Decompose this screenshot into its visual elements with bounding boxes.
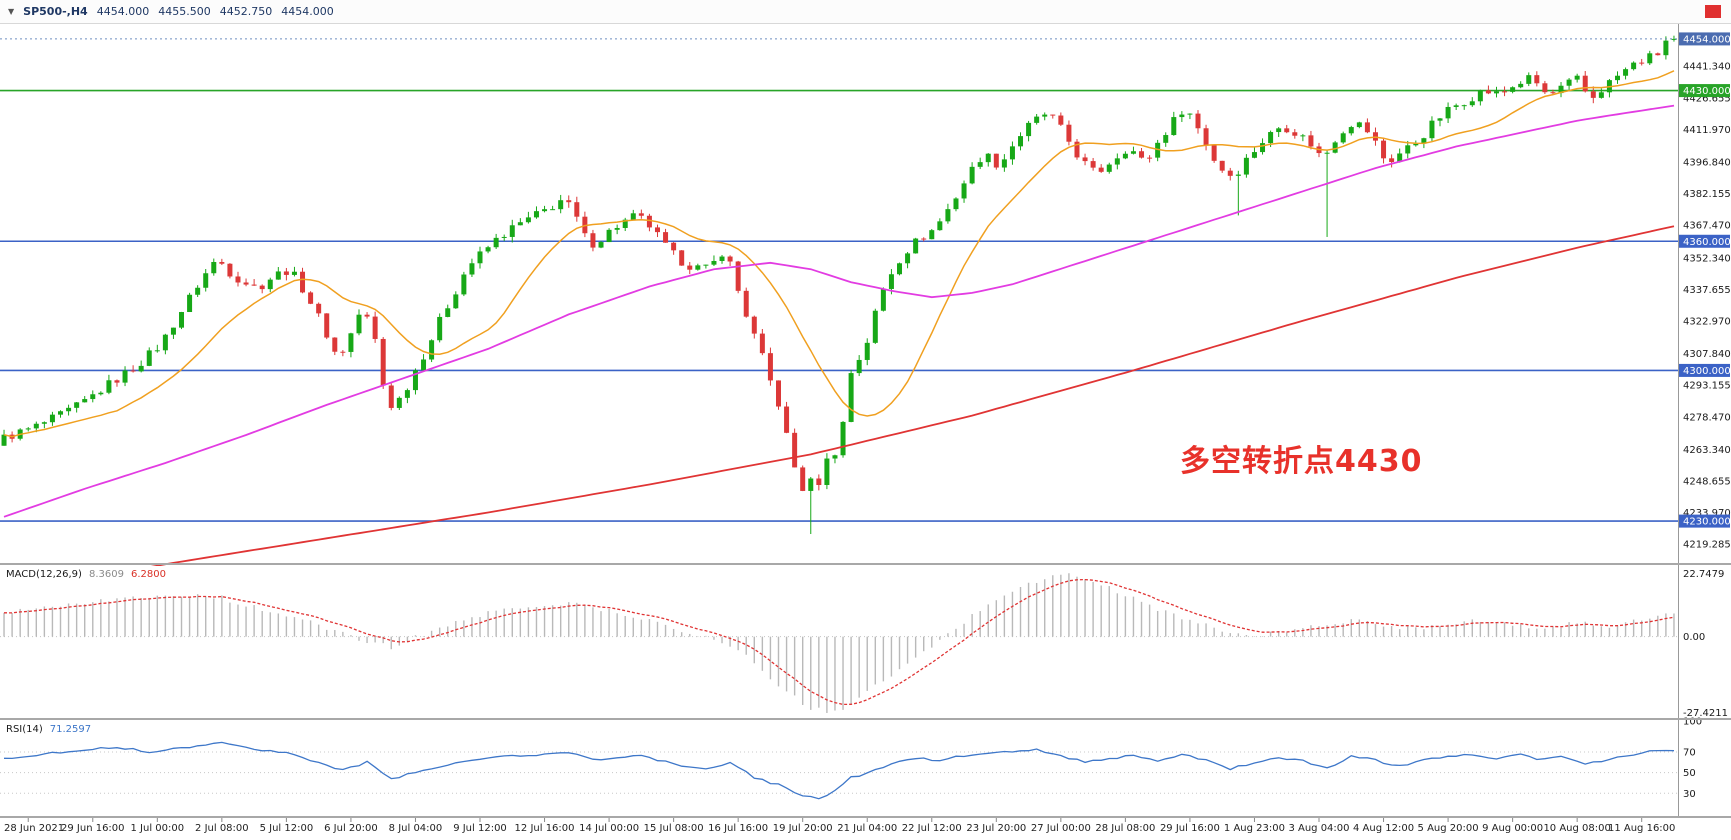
rsi-line: [3, 741, 1675, 800]
price-axis[interactable]: 4441.340 4426.655 4411.970 4396.840 4382.155…: [1678, 22, 1731, 818]
macd-indicator-label: MACD(12,26,9) 8.3609 6.2800: [6, 569, 166, 580]
price-axis-label: 4293.155: [1683, 381, 1731, 392]
rsi-value: 71.2597: [49, 724, 92, 735]
candles: [1, 35, 1677, 535]
time-axis-label: 15 Jul 08:00: [644, 823, 704, 834]
time-axis-label: 19 Jul 20:00: [773, 823, 833, 834]
macd-panel: [0, 573, 1678, 713]
price-tag-4230.000: 4230.000: [1679, 514, 1731, 528]
time-axis-label: 9 Aug 00:00: [1482, 823, 1543, 834]
price-tag-4300.000: 4300.000: [1679, 363, 1731, 377]
time-axis-label: 21 Jul 04:00: [837, 823, 897, 834]
macd-axis-label: 22.7479: [1683, 569, 1724, 580]
chart-annotation-text[interactable]: 多空转折点4430: [1180, 444, 1423, 479]
price-axis-label: 4248.655: [1683, 476, 1731, 487]
ma-slow-line: [150, 225, 1675, 566]
price-axis-label: 4322.970: [1683, 316, 1731, 327]
svg-text:4300.000: 4300.000: [1683, 366, 1731, 377]
rsi-axis-label: 30: [1683, 789, 1696, 800]
price-axis-label: 4307.840: [1683, 349, 1731, 360]
time-axis-label: 22 Jul 12:00: [902, 823, 962, 834]
price-axis-label: 4337.655: [1683, 285, 1731, 296]
price-axis-label: 4411.970: [1683, 125, 1731, 136]
time-axis-label: 29 Jul 16:00: [1160, 823, 1220, 834]
symbol-timeframe-title: SP500-,H4: [23, 5, 88, 18]
svg-text:4430.000: 4430.000: [1683, 86, 1731, 97]
rsi-axis-label: 100: [1683, 717, 1702, 728]
macd-axis-label: -27.4211: [1683, 708, 1728, 719]
price-axis-label: 4367.470: [1683, 221, 1731, 232]
svg-text:4360.000: 4360.000: [1683, 237, 1731, 248]
time-axis-label: 5 Aug 20:00: [1418, 823, 1479, 834]
rsi-axis-label: 50: [1683, 768, 1696, 779]
time-axis-label: 28 Jul 08:00: [1095, 823, 1155, 834]
main-chart-panel[interactable]: [0, 35, 1678, 595]
rsi-indicator-label: RSI(14) 71.2597: [6, 724, 91, 735]
ma-mid-line: [3, 104, 1675, 518]
price-axis-label: 4263.340: [1683, 445, 1731, 456]
price-axis-label: 4441.340: [1683, 62, 1731, 73]
time-axis-label: 5 Jul 12:00: [260, 823, 314, 834]
time-axis-label: 14 Jul 00:00: [579, 823, 639, 834]
macd-axis-label: 0.00: [1683, 632, 1705, 643]
price-tag-4430.000: 4430.000: [1679, 84, 1731, 98]
time-axis-label: 27 Jul 00:00: [1031, 823, 1091, 834]
rsi-name: RSI(14): [6, 724, 43, 735]
time-axis-label: 11 Aug 16:00: [1608, 823, 1675, 834]
time-axis-label: 4 Aug 12:00: [1353, 823, 1414, 834]
time-axis-label: 8 Jul 04:00: [389, 823, 443, 834]
price-axis-label: 4382.155: [1683, 189, 1731, 200]
macd-name: MACD(12,26,9): [6, 569, 82, 580]
ohlc-close-value: 4454.000: [281, 5, 334, 18]
macd-signal-value: 6.2800: [130, 569, 166, 580]
time-axis-label: 28 Jun 2021: [4, 823, 64, 834]
ohlc-low-value: 4452.750: [219, 5, 273, 18]
header-red-badge-icon[interactable]: [1705, 5, 1721, 18]
ohlc-open-value: 4454.000: [96, 5, 150, 18]
rsi-axis-label: 70: [1683, 747, 1696, 758]
ma-fast-line: [3, 70, 1675, 438]
price-axis-label: 4278.470: [1683, 412, 1731, 423]
time-axis-label: 6 Jul 20:00: [324, 823, 378, 834]
svg-text:4454.000: 4454.000: [1683, 34, 1731, 45]
price-tag-4360.000: 4360.000: [1679, 234, 1731, 248]
svg-text:4230.000: 4230.000: [1683, 517, 1731, 528]
window-menu-icon[interactable]: ▼: [8, 7, 15, 16]
macd-main-value: 8.3609: [88, 569, 124, 580]
time-axis-label: 1 Aug 23:00: [1224, 823, 1285, 834]
price-axis-label: 4396.840: [1683, 157, 1731, 168]
time-axis-label: 10 Aug 08:00: [1543, 823, 1610, 834]
rsi-panel: [0, 741, 1678, 800]
macd-signal-line: [3, 578, 1675, 706]
time-axis-label: 2 Jul 08:00: [195, 823, 249, 834]
time-axis-label: 29 Jun 16:00: [61, 823, 125, 834]
time-axis-label: 3 Aug 04:00: [1288, 823, 1349, 834]
price-axis-label: 4426.655: [1683, 93, 1731, 104]
time-axis-label: 12 Jul 16:00: [515, 823, 575, 834]
ohlc-high-value: 4455.500: [158, 5, 211, 18]
time-axis-label: 16 Jul 16:00: [708, 823, 768, 834]
chart-header-bar: ▼ SP500-,H4 4454.000 4455.500 4452.750 4…: [0, 0, 1731, 24]
price-axis-label: 4219.285: [1683, 540, 1731, 551]
current-price-tag: 4454.000: [1679, 32, 1731, 46]
price-axis-label: 4352.340: [1683, 253, 1731, 264]
time-axis-label: 23 Jul 20:00: [966, 823, 1026, 834]
price-axis-label: 4233.970: [1683, 508, 1731, 519]
time-axis-label: 9 Jul 12:00: [453, 823, 507, 834]
time-axis-label: 1 Jul 00:00: [131, 823, 185, 834]
